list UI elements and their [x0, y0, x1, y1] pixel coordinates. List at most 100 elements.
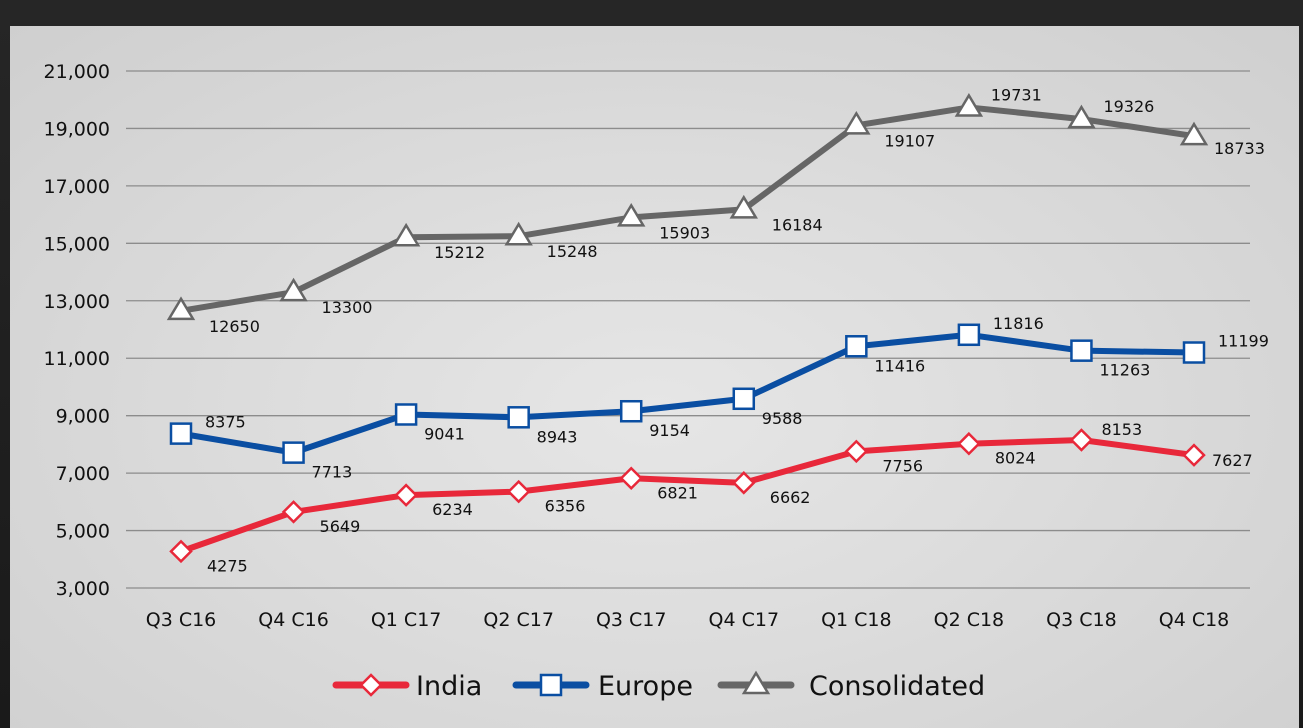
india-data-label: 6821: [657, 483, 698, 502]
europe-data-label: 11199: [1218, 332, 1269, 351]
europe-point-marker: [282, 441, 305, 464]
y-tick-label: 9,000: [56, 406, 110, 428]
india-data-label: 8153: [1101, 420, 1142, 439]
consolidated-data-label: 15903: [659, 223, 710, 242]
consolidated-data-label: 12650: [209, 317, 260, 336]
europe-series-line: [180, 331, 1195, 456]
consolidated-point-marker: [842, 110, 871, 135]
consolidated-data-label: 19107: [884, 131, 935, 150]
y-tick-label: 13,000: [44, 291, 110, 313]
india-point-marker: [619, 466, 643, 491]
legend-marker: [359, 673, 383, 697]
series-layer: [166, 93, 1209, 564]
y-tick-label: 5,000: [56, 521, 110, 543]
legend-marker: [539, 673, 563, 697]
india-data-label: 4275: [207, 556, 248, 575]
india-point-marker: [506, 479, 531, 504]
europe-point-marker: [1182, 341, 1206, 364]
consolidated-data-label: 15212: [434, 243, 485, 262]
x-axis-tick-labels: Q3 C16 Q4 C16 Q1 C17 Q2 C17 Q3 C17 Q4 C17 Q1 C…: [146, 609, 1230, 631]
consolidated-data-label: 15248: [547, 242, 598, 261]
europe-data-label: 7713: [312, 463, 353, 482]
legend-label: India: [416, 671, 482, 702]
india-point-marker: [957, 431, 981, 456]
india-data-label: 7756: [882, 456, 923, 475]
consolidated-data-label: 16184: [772, 215, 823, 234]
india-data-label: 8024: [995, 449, 1036, 468]
x-tick-label: Q2 C17: [483, 609, 554, 631]
consolidated-point-marker: [617, 202, 646, 227]
consolidated-point-marker: [1067, 104, 1096, 129]
x-tick-label: Q3 C17: [596, 609, 667, 631]
x-tick-label: Q4 C16: [258, 609, 329, 631]
europe-point-marker: [169, 422, 193, 445]
legend-marker: [741, 670, 771, 695]
india-point-marker: [281, 500, 306, 524]
consolidated-series-line: [180, 104, 1195, 314]
india-point-marker: [844, 439, 869, 464]
europe-point-marker: [732, 387, 756, 411]
legend-item-consolidated: Consolidated: [717, 670, 985, 702]
x-tick-label: Q3 C16: [146, 609, 217, 631]
europe-data-label: 11416: [874, 356, 925, 375]
europe-data-label: 8375: [205, 413, 246, 432]
europe-data-label: 11263: [1099, 361, 1150, 380]
y-tick-label: 11,000: [44, 348, 110, 370]
consolidated-data-label: 18733: [1214, 139, 1265, 158]
legend-item-india: India: [332, 671, 482, 702]
europe-data-label: 8943: [537, 427, 578, 446]
europe-data-label: 9041: [424, 424, 465, 443]
data-labels-layer: 12650 13300 15212 15248 15903 16184 19107 19731…: [205, 85, 1269, 575]
consolidated-data-label: 19731: [991, 85, 1042, 104]
india-data-label: 6662: [770, 488, 811, 507]
consolidated-point-marker: [504, 221, 533, 246]
india-point-marker: [394, 483, 418, 507]
consolidated-point-marker: [954, 93, 984, 117]
europe-point-marker: [619, 399, 643, 423]
india-data-label: 5649: [320, 517, 361, 536]
y-tick-label: 7,000: [56, 463, 110, 485]
legend-label: Europe: [598, 671, 693, 702]
europe-point-marker: [957, 323, 981, 347]
chart-panel: [10, 26, 1299, 728]
consolidated-point-marker: [279, 277, 308, 302]
x-tick-label: Q2 C18: [934, 609, 1005, 631]
europe-data-label: 11816: [993, 314, 1044, 333]
india-data-label: 6356: [545, 497, 586, 516]
y-tick-label: 15,000: [44, 233, 110, 255]
europe-point-marker: [1070, 339, 1093, 362]
europe-data-label: 9154: [649, 421, 690, 440]
consolidated-data-label: 13300: [322, 298, 373, 317]
consolidated-point-marker: [166, 296, 196, 321]
india-data-label: 7627: [1212, 451, 1253, 470]
x-tick-label: Q4 C18: [1159, 609, 1230, 631]
europe-point-marker: [507, 406, 530, 429]
consolidated-point-marker: [729, 194, 758, 219]
legend-item-europe: Europe: [512, 671, 693, 702]
legend-label: Consolidated: [809, 671, 985, 702]
india-series-line: [180, 436, 1195, 555]
consolidated-point-marker: [1179, 121, 1209, 146]
x-tick-label: Q4 C17: [709, 609, 780, 631]
consolidated-data-label: 19326: [1103, 97, 1154, 116]
india-point-marker: [1069, 428, 1094, 452]
x-tick-label: Q1 C17: [371, 609, 442, 631]
europe-data-label: 9588: [762, 409, 803, 428]
y-tick-label: 3,000: [56, 578, 110, 600]
x-tick-label: Q1 C18: [821, 609, 892, 631]
y-tick-label: 17,000: [44, 176, 110, 198]
consolidated-point-marker: [391, 222, 421, 247]
x-tick-label: Q3 C18: [1046, 609, 1117, 631]
y-axis-tick-labels: 21,000 19,000 17,000 15,000 13,000 11,000 9,00…: [44, 61, 110, 600]
india-point-marker: [169, 539, 193, 564]
grid-lines: [126, 70, 1250, 589]
india-point-marker: [732, 471, 756, 495]
india-data-label: 6234: [432, 500, 473, 519]
india-point-marker: [1182, 443, 1206, 467]
y-tick-label: 19,000: [44, 118, 110, 140]
legend: India Europe Consolidated: [332, 670, 985, 702]
europe-point-marker: [845, 335, 868, 358]
y-tick-label: 21,000: [44, 61, 110, 83]
europe-point-marker: [394, 403, 418, 426]
